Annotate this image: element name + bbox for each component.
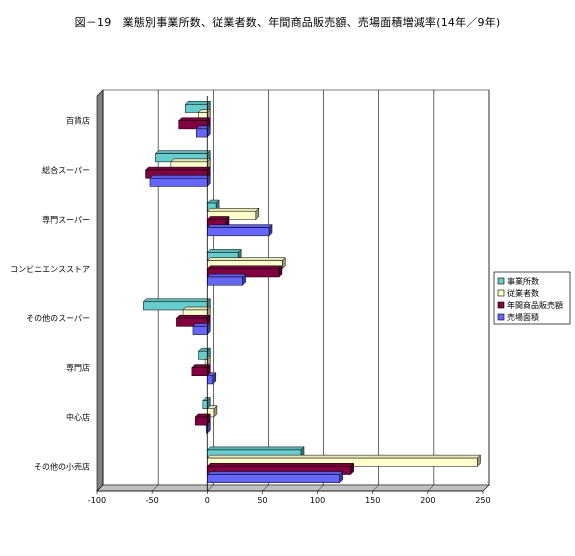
category-label: その他のスーパー [26, 313, 90, 323]
gridlines [96, 90, 490, 492]
bar-top [206, 463, 355, 467]
bar-front [207, 474, 340, 483]
bar [206, 257, 286, 270]
bar-front [149, 178, 208, 187]
category-label: その他の小売店 [34, 461, 90, 471]
bar-top [144, 166, 211, 171]
bar-top [142, 298, 211, 303]
bar [206, 405, 218, 418]
category-label: 中心店 [66, 412, 90, 422]
x-tick-labels: -100 -50 0 50 100 150 200 250 [88, 496, 491, 505]
legend-label: 事業所数 [507, 276, 539, 286]
legend-swatch [497, 313, 505, 321]
bar [206, 372, 217, 385]
x-tick-label: -50 [146, 496, 159, 505]
category-labels: 百貨店総合スーパー専門スーパーコンビニエンスストアその他のスーパー専門店中心店そ… [10, 116, 90, 472]
bar-front [207, 375, 214, 385]
floor-gridline [317, 484, 324, 492]
bar-top [149, 175, 211, 179]
bar-top [178, 117, 211, 121]
legend-box [493, 271, 571, 325]
bar [206, 454, 482, 467]
bar-top [206, 471, 344, 475]
legend-label: 売場面積 [507, 312, 539, 322]
bar-top [184, 101, 211, 105]
floor-gridline [262, 484, 269, 492]
x-tick-label: 150 [365, 496, 380, 505]
back-wall [102, 89, 490, 486]
category-label: コンビニエンスストア [10, 265, 90, 274]
bar-front [194, 416, 208, 426]
bar [191, 363, 211, 377]
x-tick-label: 50 [257, 496, 267, 505]
category-label: 総合スーパー [42, 165, 90, 175]
side-wall [96, 89, 104, 492]
legend-label: 年間商品販売額 [507, 300, 563, 310]
bar-top [206, 257, 286, 261]
legend-label: 従業者数 [507, 288, 539, 298]
bar [206, 470, 344, 484]
bar [206, 207, 260, 221]
bar-top [206, 265, 283, 270]
legend-swatch [497, 289, 505, 297]
floor-gridline [207, 484, 214, 492]
floor-gridline [427, 484, 435, 492]
x-tick-label: -100 [88, 496, 106, 505]
legend-swatch [497, 301, 505, 309]
bar [195, 125, 211, 138]
bar-front [207, 227, 270, 237]
bar [206, 462, 355, 476]
bars [142, 100, 482, 484]
bar-front [196, 128, 208, 138]
bar-top [206, 446, 305, 451]
bar-front [191, 367, 208, 377]
bar [206, 224, 273, 237]
category-label: 専門スーパー [42, 214, 90, 224]
floor-gridline [96, 484, 104, 492]
plot-background [96, 89, 490, 492]
floor-gridline [482, 484, 490, 492]
floor-gridline [372, 484, 379, 492]
x-tick-label: 100 [310, 496, 325, 505]
bar-top [206, 216, 230, 220]
bar-top [206, 224, 273, 228]
bar-front [207, 276, 243, 286]
bar [192, 322, 211, 336]
floor [96, 484, 490, 492]
legend-swatch [497, 277, 505, 285]
bar-top [175, 314, 211, 319]
category-label: 専門店 [66, 363, 90, 373]
bar-top [206, 207, 260, 212]
axes [96, 96, 484, 494]
floor-gridline [151, 484, 159, 492]
x-tick-label: 0 [205, 496, 210, 505]
bar-front [202, 400, 208, 409]
bar [206, 273, 247, 286]
bar-top [182, 306, 211, 311]
bar-top [154, 150, 211, 154]
x-tick-label: 200 [420, 496, 435, 505]
bar [149, 174, 211, 188]
bar [144, 166, 211, 179]
chart-title: 図－19 業態別事業所数、従業者数、年間商品販売額、売場面積増減率(14年／9年… [74, 16, 501, 29]
bar-top [206, 249, 242, 253]
bar-top [206, 454, 482, 459]
bar-top [206, 273, 247, 278]
bar-top [170, 158, 211, 163]
bar-front [192, 326, 208, 335]
x-tick-label: 250 [475, 496, 490, 505]
category-label: 百貨店 [66, 116, 90, 126]
